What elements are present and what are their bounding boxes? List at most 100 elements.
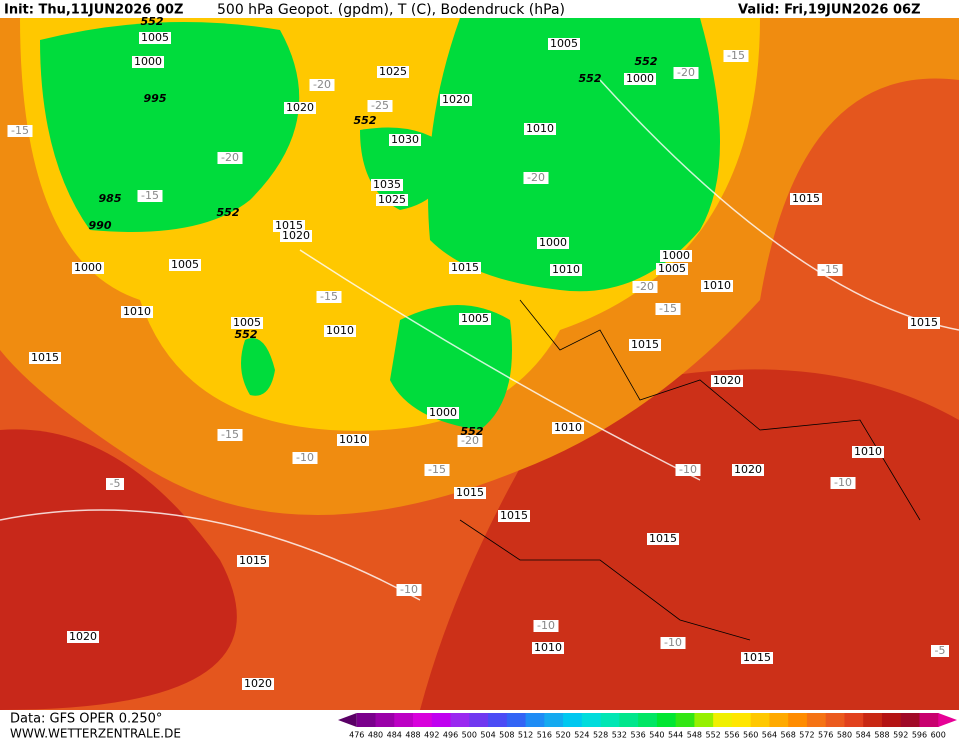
label-box [377,66,409,78]
label-box [701,280,733,292]
scale-label: 524 [574,731,589,740]
geopotential-label: 552 [235,328,258,341]
pressure-label: 1015 [743,651,771,664]
geopotential-label: 552 [354,114,377,127]
label-box [449,262,481,274]
pressure-label: 1010 [703,279,731,292]
scale-end [338,713,357,727]
label-box [132,56,164,68]
label-box [337,434,369,446]
temperature-label: -15 [428,463,446,476]
scale-swatch [563,713,583,727]
label-box [817,264,843,276]
pressure-label: 1010 [326,324,354,337]
label-box [673,67,699,79]
scale-label: 496 [443,731,458,740]
header-bar [0,0,959,18]
temperature-label: -20 [461,434,479,447]
valid-time: Valid: Fri,19JUN2026 06Z [738,3,921,18]
scale-swatch [769,713,789,727]
label-box [550,264,582,276]
pressure-label: 1015 [275,219,303,232]
label-box [309,79,335,91]
pressure-label: 1005 [233,316,261,329]
scale-label: 600 [931,731,946,740]
pressure-label: 1005 [141,31,169,44]
scale-swatch [825,713,845,727]
label-box [533,620,559,632]
scale-label: 544 [668,731,683,740]
temperature-label: -15 [320,290,338,303]
label-box [292,452,318,464]
scale-swatch [600,713,620,727]
pressure-label: 1030 [391,133,419,146]
pressure-label: 1015 [649,532,677,545]
label-box [655,303,681,315]
label-box [459,313,491,325]
pressure-label: 1000 [134,55,162,68]
temperature-label: -15 [221,428,239,441]
pressure-label: 1010 [123,305,151,318]
scale-label: 596 [912,731,927,740]
pressure-label: 1005 [171,258,199,271]
temperature-label: -15 [727,49,745,62]
temperature-label: -5 [110,477,121,490]
pressure-label: 1000 [626,72,654,85]
pressure-label: 1025 [379,65,407,78]
scale-swatch [544,713,564,727]
pressure-label: 1015 [500,509,528,522]
geopotential-label: 552 [217,206,240,219]
scale-label: 556 [724,731,739,740]
label-box [424,464,450,476]
label-box [548,38,580,50]
init-time: Init: Thu,11JUN2026 00Z [4,3,183,18]
label-box [711,375,743,387]
pressure-label: 1005 [461,312,489,325]
temperature-label: -20 [313,78,331,91]
pressure-label: 1015 [631,338,659,351]
pressure-label: 1020 [734,463,762,476]
scale-label: 580 [837,731,852,740]
temperature-label: -15 [821,263,839,276]
label-box [29,352,61,364]
pressure-label: 1015 [910,316,938,329]
label-box [367,100,393,112]
color-scale: 476 480 484 488 492 496 500 504 508 512 516 520 524 5… [338,713,957,740]
label-box [732,464,764,476]
pressure-label: 1010 [534,641,562,654]
scale-swatch [900,713,920,727]
label-box [427,407,459,419]
scale-label: 560 [743,731,758,740]
label-box [376,194,408,206]
temperature-label: -10 [537,619,555,632]
label-box [656,263,688,275]
label-box [67,631,99,643]
pressure-label: 1015 [792,192,820,205]
label-box [723,50,749,62]
scale-swatch [675,713,695,727]
temperature-label: -25 [371,99,389,112]
scale-label: 516 [537,731,552,740]
label-box [532,642,564,654]
pressure-label: 1000 [539,236,567,249]
geopotential-label: 990 [89,219,112,232]
label-box [316,291,342,303]
scale-swatch [431,713,452,727]
scale-label: 572 [799,731,814,740]
scale-swatch [581,713,602,727]
scale-label: 564 [762,731,777,740]
pressure-label: 1015 [451,261,479,274]
label-box [217,429,243,441]
label-box [632,281,658,293]
scale-swatch [488,713,508,727]
temperature-label: -20 [677,66,695,79]
scale-swatch [694,713,714,727]
label-box [169,259,201,271]
label-box [106,478,124,490]
pressure-label: 1000 [662,249,690,262]
scale-label: 512 [518,731,533,740]
label-box [389,134,421,146]
scale-swatch [506,713,527,727]
